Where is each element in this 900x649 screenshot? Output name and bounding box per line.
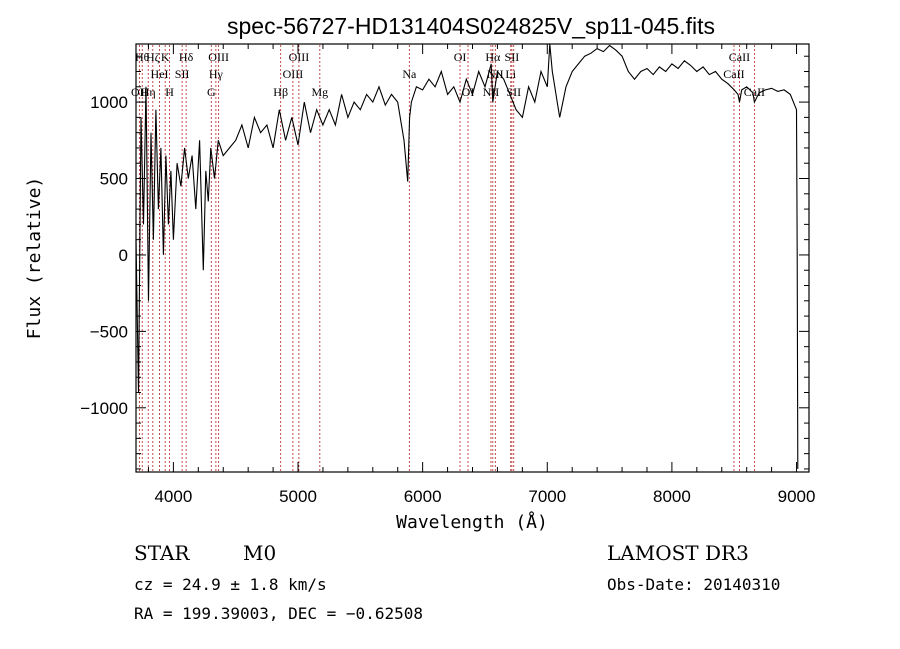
line-label-23: SII: [505, 50, 520, 64]
line-label-15: Mg: [311, 85, 328, 99]
x-tick-label-5000: 5000: [279, 487, 317, 506]
line-label-16: Na: [402, 67, 417, 81]
x-tick-label-9000: 9000: [778, 487, 816, 506]
line-label-2: Hη: [141, 85, 156, 99]
y-tick-label-1000: 1000: [90, 93, 128, 112]
line-label-6: H: [165, 85, 174, 99]
line-label-13: OIII: [283, 67, 304, 81]
y-tick-label-500: 500: [100, 170, 128, 189]
line-label-18: OI: [462, 85, 475, 99]
x-axis: 4000 5000 6000 7000 8000 9000: [147, 44, 816, 506]
line-label-1: Hθ: [135, 50, 150, 64]
line-label-20: Hα: [485, 50, 501, 64]
line-label-9: G: [207, 85, 216, 99]
line-label-25: CaII: [723, 67, 744, 81]
line-label-7: SII: [175, 67, 190, 81]
line-label-17: OI: [454, 50, 467, 64]
line-label-10: Hγ: [209, 67, 224, 81]
line-label-0: OII: [131, 85, 148, 99]
line-label-11: OIII: [208, 50, 229, 64]
redshift-value: cz = 24.9 ± 1.8 km/s: [134, 575, 327, 594]
spectral-line-labels: OIIHθHηHζHeIKHSIIHδGHγOIIIHβOIIIOIIIMgNa…: [131, 50, 765, 99]
line-label-14: OIII: [289, 50, 310, 64]
chart-title: spec-56727-HD131404S024825V_sp11-045.fit…: [227, 13, 715, 39]
x-axis-label: Wavelength (Å): [396, 511, 548, 533]
line-label-4: HeI: [151, 67, 169, 81]
x-tick-label-7000: 7000: [528, 487, 566, 506]
x-tick-label-4000: 4000: [154, 487, 192, 506]
line-label-12: Hβ: [273, 85, 288, 99]
coordinates: RA = 199.39003, DEC = −0.62508: [134, 604, 423, 623]
spectral-line-markers: [138, 45, 755, 471]
spectrum-series-line: [135, 43, 799, 469]
line-label-3: Hζ: [146, 50, 160, 64]
survey-name: LAMOST DR3: [607, 541, 749, 565]
y-axis: −1000 −500 0 500 1000: [80, 55, 809, 470]
y-tick-label--500: −500: [90, 322, 128, 341]
line-label-5: K: [161, 50, 170, 64]
y-tick-label--1000: −1000: [80, 399, 128, 418]
plot-frame: [135, 43, 810, 473]
object-subclass: M0: [243, 541, 277, 565]
obs-date: Obs-Date: 20140310: [607, 575, 781, 594]
x-tick-label-6000: 6000: [404, 487, 442, 506]
y-axis-label: Flux (relative): [24, 177, 45, 340]
line-label-8: Hδ: [179, 50, 194, 64]
y-tick-label-0: 0: [119, 246, 128, 265]
line-label-22: Li: [505, 67, 516, 81]
object-class: STAR: [134, 541, 190, 565]
line-label-26: CaII: [729, 50, 750, 64]
x-tick-label-8000: 8000: [653, 487, 691, 506]
